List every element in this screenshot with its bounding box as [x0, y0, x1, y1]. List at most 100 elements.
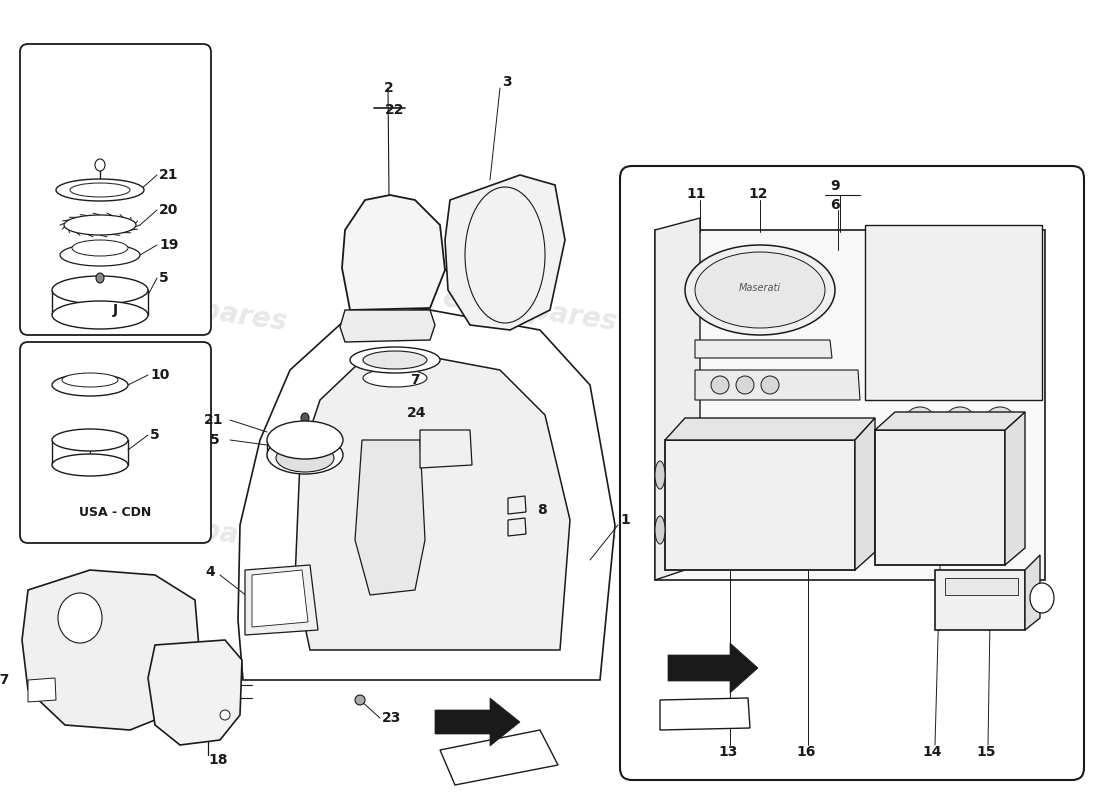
Ellipse shape — [695, 252, 825, 328]
Text: 15: 15 — [976, 745, 996, 759]
Text: eurospares: eurospares — [441, 284, 619, 336]
Text: J: J — [112, 303, 118, 317]
Text: 6: 6 — [830, 198, 839, 212]
Polygon shape — [935, 570, 1025, 630]
Polygon shape — [28, 678, 56, 702]
Ellipse shape — [62, 373, 118, 387]
FancyBboxPatch shape — [20, 342, 211, 543]
Ellipse shape — [761, 376, 779, 394]
Polygon shape — [420, 430, 472, 468]
Ellipse shape — [711, 376, 729, 394]
Ellipse shape — [52, 374, 128, 396]
Polygon shape — [342, 195, 446, 310]
FancyBboxPatch shape — [20, 44, 211, 335]
Ellipse shape — [72, 240, 128, 256]
Polygon shape — [148, 640, 242, 745]
Ellipse shape — [70, 183, 130, 197]
Ellipse shape — [52, 429, 128, 451]
Polygon shape — [508, 518, 526, 536]
Ellipse shape — [96, 273, 104, 283]
Ellipse shape — [1030, 583, 1054, 613]
Text: 11: 11 — [686, 187, 705, 201]
Ellipse shape — [301, 413, 309, 423]
Text: 22: 22 — [385, 103, 405, 117]
Text: 8: 8 — [537, 503, 547, 517]
Ellipse shape — [220, 710, 230, 720]
Text: 5: 5 — [150, 428, 160, 442]
Polygon shape — [434, 698, 520, 746]
Ellipse shape — [267, 421, 343, 459]
Ellipse shape — [948, 407, 972, 423]
Text: 12: 12 — [748, 187, 768, 201]
Ellipse shape — [52, 301, 148, 329]
Polygon shape — [446, 175, 565, 330]
Text: 4: 4 — [205, 565, 214, 579]
Polygon shape — [855, 418, 875, 570]
Polygon shape — [660, 698, 750, 730]
Text: 14: 14 — [922, 745, 942, 759]
Ellipse shape — [363, 369, 427, 387]
Polygon shape — [1005, 412, 1025, 565]
Text: 5: 5 — [210, 433, 220, 447]
Polygon shape — [355, 440, 425, 595]
Polygon shape — [654, 230, 1045, 580]
Ellipse shape — [908, 407, 932, 423]
Text: eurospares: eurospares — [712, 504, 889, 556]
Ellipse shape — [736, 376, 754, 394]
Polygon shape — [945, 578, 1018, 595]
Text: 13: 13 — [718, 745, 737, 759]
Polygon shape — [654, 218, 700, 580]
Text: 9: 9 — [830, 179, 839, 193]
Text: 21: 21 — [160, 168, 178, 182]
Text: 7: 7 — [410, 373, 419, 387]
Text: 10: 10 — [150, 368, 169, 382]
Polygon shape — [508, 496, 526, 514]
Polygon shape — [238, 305, 615, 680]
Ellipse shape — [58, 593, 102, 643]
Ellipse shape — [276, 444, 334, 472]
Text: 18: 18 — [208, 753, 228, 767]
Polygon shape — [695, 340, 832, 358]
Ellipse shape — [654, 461, 666, 489]
Polygon shape — [245, 565, 318, 635]
Polygon shape — [865, 225, 1042, 400]
Ellipse shape — [355, 695, 365, 705]
Polygon shape — [874, 430, 1005, 565]
Polygon shape — [666, 418, 874, 440]
Text: 24: 24 — [407, 406, 427, 420]
Text: 3: 3 — [502, 75, 512, 89]
Text: 16: 16 — [796, 745, 815, 759]
Ellipse shape — [52, 454, 128, 476]
Text: 5: 5 — [160, 271, 168, 285]
Text: eurospares: eurospares — [111, 284, 289, 336]
Polygon shape — [252, 570, 308, 627]
Polygon shape — [1025, 555, 1040, 630]
Polygon shape — [22, 570, 200, 730]
Polygon shape — [340, 310, 434, 342]
Text: 21: 21 — [204, 413, 223, 427]
Text: 19: 19 — [160, 238, 178, 252]
Ellipse shape — [52, 276, 148, 304]
Ellipse shape — [56, 179, 144, 201]
Ellipse shape — [988, 407, 1012, 423]
Text: 2: 2 — [384, 81, 394, 95]
Ellipse shape — [363, 351, 427, 369]
Text: 20: 20 — [160, 203, 178, 217]
Text: 1: 1 — [620, 513, 629, 527]
Ellipse shape — [267, 436, 343, 474]
Ellipse shape — [95, 159, 104, 171]
Ellipse shape — [654, 516, 666, 544]
Text: eurospares: eurospares — [441, 504, 619, 556]
Polygon shape — [295, 355, 570, 650]
Text: 23: 23 — [382, 711, 402, 725]
Text: 17: 17 — [0, 673, 10, 687]
Ellipse shape — [64, 215, 136, 235]
Text: Maserati: Maserati — [739, 283, 781, 293]
Polygon shape — [695, 370, 860, 400]
Polygon shape — [666, 440, 855, 570]
Polygon shape — [874, 412, 1025, 430]
Text: eurospares: eurospares — [111, 504, 289, 556]
Text: eurospares: eurospares — [712, 284, 889, 336]
Polygon shape — [440, 730, 558, 785]
Text: USA - CDN: USA - CDN — [79, 506, 151, 518]
